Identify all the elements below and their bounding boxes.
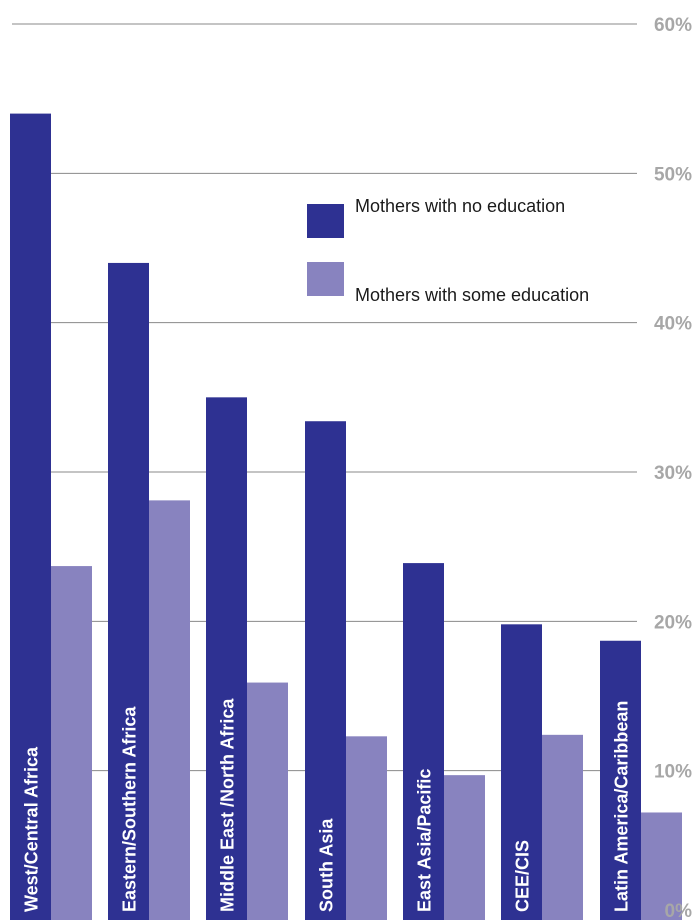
- bar-some-education: [149, 500, 190, 920]
- category-label: Middle East /North Africa: [218, 698, 238, 912]
- bar-no-education: [305, 421, 346, 920]
- bar-no-education: [501, 624, 542, 920]
- category-label: East Asia/Pacific: [415, 769, 435, 912]
- bar-no-education: [108, 262, 149, 920]
- y-tick-label: 0%: [665, 901, 693, 922]
- y-tick-label: 10%: [654, 762, 692, 783]
- category-label: Latin America/Caribbean: [612, 701, 632, 912]
- bar-no-education: [403, 563, 444, 920]
- y-tick-label: 60%: [654, 15, 692, 36]
- bars: [10, 113, 682, 921]
- category-label: West/Central Africa: [22, 746, 42, 912]
- y-axis-ticks: 0% 10% 20% 30% 40% 50% 60%: [654, 15, 692, 922]
- bar-some-education: [444, 775, 485, 920]
- bar-no-education: [600, 640, 641, 920]
- y-tick-label: 20%: [654, 612, 692, 633]
- category-label: South Asia: [317, 818, 337, 912]
- y-tick-label: 30%: [654, 463, 692, 484]
- category-label: CEE/CIS: [513, 840, 533, 912]
- legend: Mothers with no education Mothers with so…: [307, 196, 589, 305]
- y-tick-label: 50%: [654, 164, 692, 185]
- legend-swatch: [307, 204, 344, 238]
- category-labels: West/Central Africa Eastern/Southern Afri…: [22, 698, 632, 912]
- legend-label: Mothers with no education: [355, 196, 565, 216]
- bar-some-education: [247, 682, 288, 920]
- bar-some-education: [346, 736, 387, 920]
- category-label: Eastern/Southern Africa: [120, 706, 140, 912]
- bar-some-education: [641, 812, 682, 920]
- bar-no-education: [206, 397, 247, 920]
- bar-no-education: [10, 113, 51, 921]
- bar-some-education: [542, 734, 583, 920]
- y-tick-label: 40%: [654, 314, 692, 335]
- legend-label: Mothers with some education: [355, 285, 589, 305]
- bar-some-education: [51, 566, 92, 920]
- legend-swatch: [307, 262, 344, 296]
